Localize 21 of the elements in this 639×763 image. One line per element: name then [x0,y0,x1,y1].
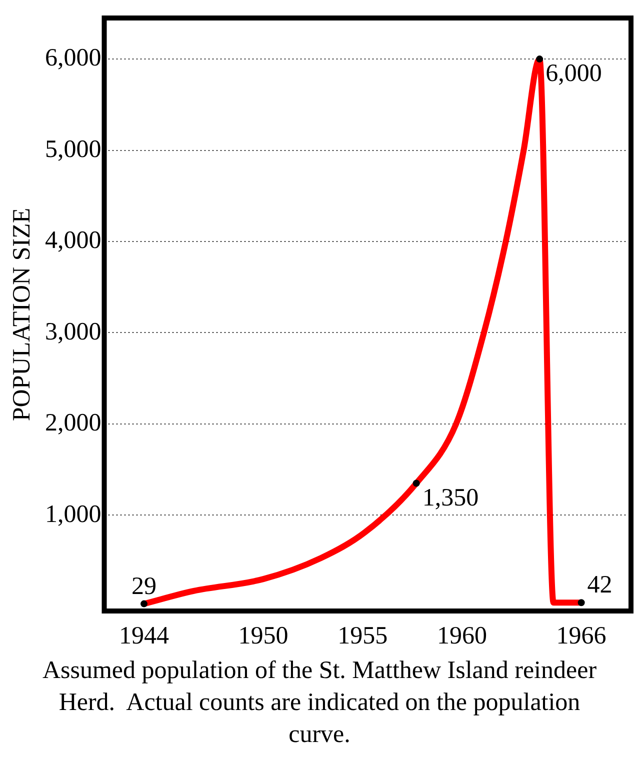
x-tick-label: 1950 [238,622,288,650]
text: Assumed population of the St. Matthew Island reindeer Herd. Actual counts are indicated on the population curve. [41,656,598,750]
data-label: 42 [587,572,612,599]
y-tick-label: 3,000 [45,318,102,346]
x-tick-label: 1966 [556,622,606,650]
x-tick-label: 1955 [338,622,388,650]
y-tick-label: 1,000 [45,500,102,528]
point [140,600,148,608]
x-tick-label: 1944 [119,622,170,650]
data-label: 6,000 [546,60,602,88]
data-label: 29 [132,572,157,600]
y-tick-label: 2,000 [45,410,102,437]
x-tick-label: 1960 [437,622,488,650]
y-axis-title: POPULATION SIZE [8,208,36,422]
point [578,599,585,606]
y-tick-label: 5,000 [45,136,102,163]
y-tick-label: 4,000 [45,227,102,254]
point [412,480,420,487]
data-label: 1,350 [422,484,479,512]
y-tick-label: 6,000 [45,44,102,72]
point [536,56,544,63]
